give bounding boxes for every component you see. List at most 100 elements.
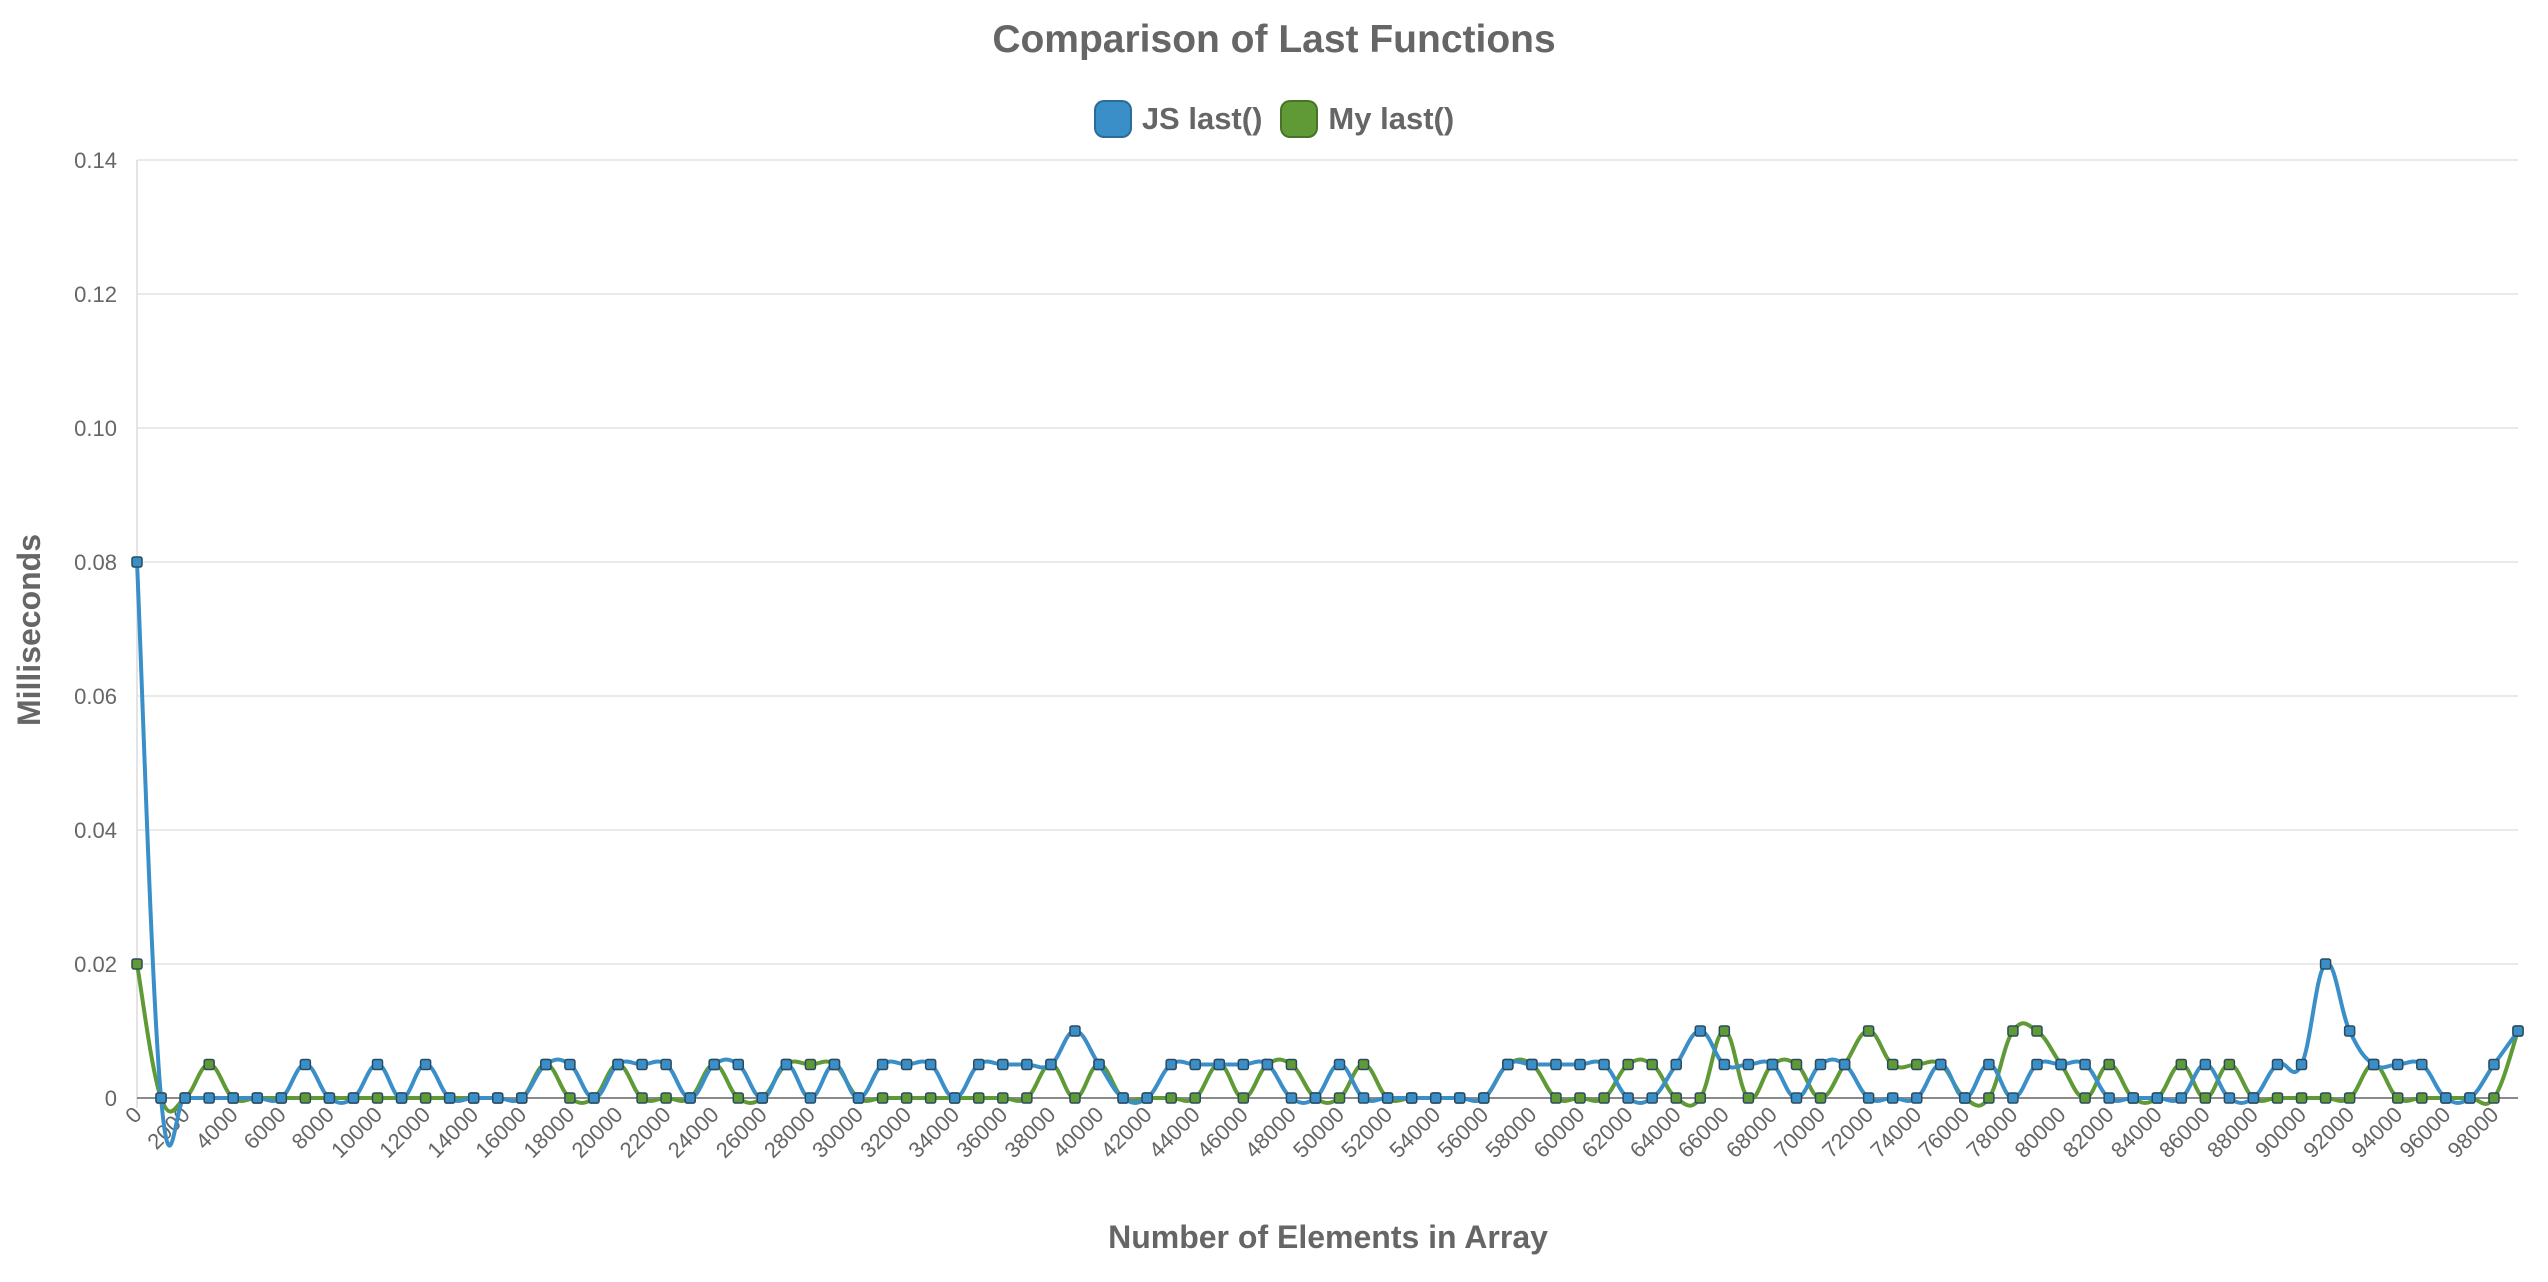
data-point[interactable] <box>1935 1058 1947 1071</box>
data-point[interactable] <box>1959 1092 1971 1104</box>
data-point[interactable] <box>756 1092 769 1104</box>
data-point[interactable] <box>1454 1092 1466 1104</box>
data-point[interactable] <box>660 1058 672 1071</box>
data-point[interactable] <box>1766 1058 1779 1071</box>
data-point[interactable] <box>1357 1058 1370 1071</box>
data-point[interactable] <box>1694 1092 1707 1104</box>
data-point[interactable] <box>371 1092 384 1104</box>
data-point[interactable] <box>323 1092 336 1104</box>
data-point[interactable] <box>828 1058 841 1071</box>
data-point[interactable] <box>419 1092 432 1104</box>
data-point[interactable] <box>2175 1058 2188 1071</box>
data-point[interactable] <box>924 1058 937 1071</box>
data-point[interactable] <box>275 1092 288 1104</box>
data-point[interactable] <box>2031 1025 2043 1037</box>
data-point[interactable] <box>2151 1092 2163 1104</box>
data-point[interactable] <box>564 1092 576 1104</box>
data-point[interactable] <box>2079 1058 2091 1071</box>
data-point[interactable] <box>251 1092 264 1104</box>
data-point[interactable] <box>2391 1092 2404 1104</box>
data-point[interactable] <box>347 1092 360 1104</box>
data-point[interactable] <box>540 1058 552 1071</box>
data-point[interactable] <box>1694 1025 1707 1037</box>
data-point[interactable] <box>900 1058 913 1071</box>
data-point[interactable] <box>1598 1092 1610 1104</box>
data-point[interactable] <box>780 1058 793 1071</box>
data-point[interactable] <box>1021 1092 1033 1104</box>
data-point[interactable] <box>1333 1058 1346 1071</box>
data-point[interactable] <box>1718 1025 1731 1037</box>
data-point[interactable] <box>564 1058 576 1071</box>
data-point[interactable] <box>876 1058 889 1071</box>
data-point[interactable] <box>2343 1092 2356 1104</box>
data-point[interactable] <box>1670 1092 1682 1104</box>
data-point[interactable] <box>1910 1092 1923 1104</box>
data-point[interactable] <box>1622 1092 1634 1104</box>
data-point[interactable] <box>2416 1092 2428 1104</box>
data-point[interactable] <box>131 958 143 970</box>
data-point[interactable] <box>299 1058 312 1071</box>
data-point[interactable] <box>2007 1025 2019 1037</box>
data-point[interactable] <box>1983 1058 1995 1071</box>
data-point[interactable] <box>1189 1058 1201 1071</box>
data-point[interactable] <box>804 1092 817 1104</box>
data-point[interactable] <box>732 1058 745 1071</box>
data-point[interactable] <box>1141 1092 1153 1104</box>
data-point[interactable] <box>2007 1092 2019 1104</box>
data-point[interactable] <box>1069 1025 1081 1037</box>
data-point[interactable] <box>1213 1058 1226 1071</box>
data-point[interactable] <box>804 1058 817 1071</box>
data-point[interactable] <box>2319 1092 2332 1104</box>
data-point[interactable] <box>684 1092 696 1104</box>
data-point[interactable] <box>2247 1092 2260 1104</box>
data-point[interactable] <box>1285 1058 1298 1071</box>
data-point[interactable] <box>1886 1092 1899 1104</box>
data-point[interactable] <box>1646 1092 1658 1104</box>
data-point[interactable] <box>588 1092 600 1104</box>
data-point[interactable] <box>1117 1092 1129 1104</box>
data-point[interactable] <box>155 1092 167 1104</box>
data-point[interactable] <box>2103 1092 2115 1104</box>
data-point[interactable] <box>1550 1058 1562 1071</box>
data-point[interactable] <box>636 1058 648 1071</box>
data-point[interactable] <box>1670 1058 1682 1071</box>
data-point[interactable] <box>1405 1092 1418 1104</box>
data-point[interactable] <box>1814 1092 1827 1104</box>
data-point[interactable] <box>492 1092 504 1104</box>
data-point[interactable] <box>2199 1092 2212 1104</box>
data-point[interactable] <box>900 1092 913 1104</box>
data-point[interactable] <box>2343 1025 2356 1037</box>
data-point[interactable] <box>227 1092 239 1104</box>
data-point[interactable] <box>2319 958 2332 970</box>
data-point[interactable] <box>924 1092 937 1104</box>
data-point[interactable] <box>2391 1058 2404 1071</box>
legend-item-my-last[interactable]: My last() <box>1280 100 1454 138</box>
data-point[interactable] <box>1862 1025 1875 1037</box>
data-point[interactable] <box>1646 1058 1658 1071</box>
data-point[interactable] <box>1237 1058 1250 1071</box>
data-point[interactable] <box>2464 1092 2476 1104</box>
data-point[interactable] <box>660 1092 672 1104</box>
data-point[interactable] <box>1069 1092 1081 1104</box>
data-point[interactable] <box>1165 1092 1177 1104</box>
data-point[interactable] <box>2175 1092 2188 1104</box>
data-point[interactable] <box>2103 1058 2115 1071</box>
data-point[interactable] <box>1983 1092 1995 1104</box>
data-point[interactable] <box>1550 1092 1562 1104</box>
data-point[interactable] <box>1790 1058 1803 1071</box>
data-point[interactable] <box>203 1092 215 1104</box>
data-point[interactable] <box>876 1092 889 1104</box>
data-point[interactable] <box>1910 1058 1923 1071</box>
data-point[interactable] <box>2055 1058 2067 1071</box>
data-point[interactable] <box>2440 1092 2452 1104</box>
data-point[interactable] <box>1189 1092 1201 1104</box>
data-point[interactable] <box>2223 1092 2236 1104</box>
data-point[interactable] <box>1429 1092 1442 1104</box>
data-point[interactable] <box>1886 1058 1899 1071</box>
data-point[interactable] <box>1045 1058 1057 1071</box>
data-point[interactable] <box>2223 1058 2236 1071</box>
data-point[interactable] <box>2367 1058 2380 1071</box>
data-point[interactable] <box>1237 1092 1250 1104</box>
data-point[interactable] <box>516 1092 528 1104</box>
data-point[interactable] <box>997 1092 1009 1104</box>
